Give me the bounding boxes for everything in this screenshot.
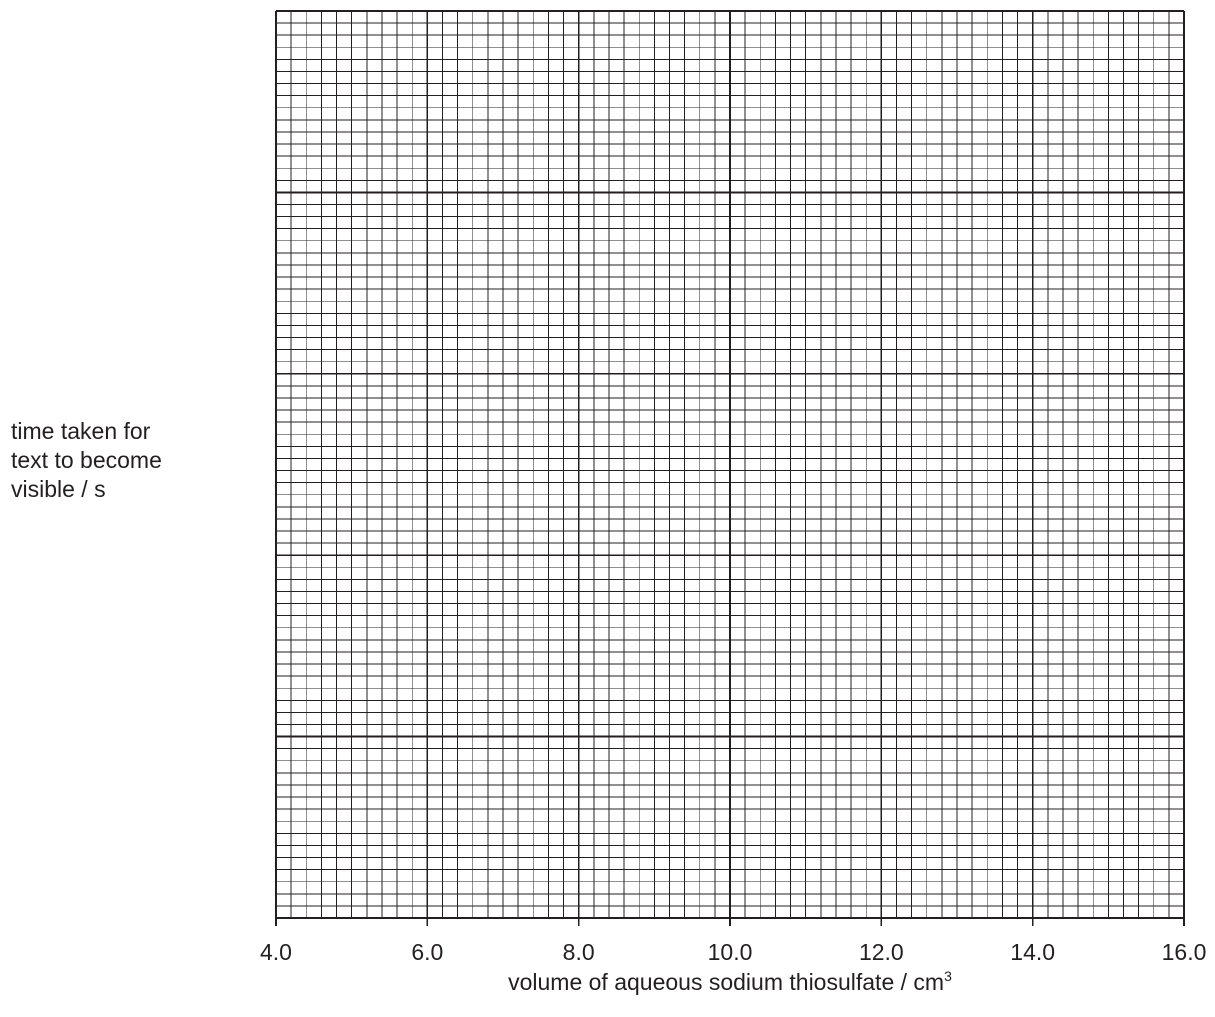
- y-axis-label-line-1: time taken for: [11, 418, 151, 444]
- x-tick-label: 4.0: [260, 939, 292, 965]
- x-axis-ticks: [275, 918, 1185, 926]
- x-axis-label-unit-superscript: 3: [944, 968, 952, 984]
- x-tick-label: 8.0: [563, 939, 595, 965]
- x-axis-label: volume of aqueous sodium thiosulfate / c…: [300, 968, 1160, 996]
- x-tick-label: 14.0: [1010, 939, 1055, 965]
- x-axis-label-separator: /: [894, 969, 914, 995]
- x-axis-label-unit: cm: [913, 969, 945, 995]
- x-axis-label-text: volume of aqueous sodium thiosulfate: [508, 969, 895, 995]
- y-axis-label-line-2: text to become: [11, 447, 162, 473]
- x-axis-tick-labels: 4.0 6.0 8.0 10.0 12.0 14.0 16.0: [260, 939, 1206, 965]
- x-tick-label: 10.0: [708, 939, 753, 965]
- x-tick-label: 12.0: [859, 939, 904, 965]
- y-axis-label-line-3: visible / s: [11, 476, 106, 502]
- y-axis-label: time taken for text to become visible / …: [11, 417, 241, 504]
- x-tick-label: 6.0: [411, 939, 443, 965]
- x-tick-label: 16.0: [1162, 939, 1207, 965]
